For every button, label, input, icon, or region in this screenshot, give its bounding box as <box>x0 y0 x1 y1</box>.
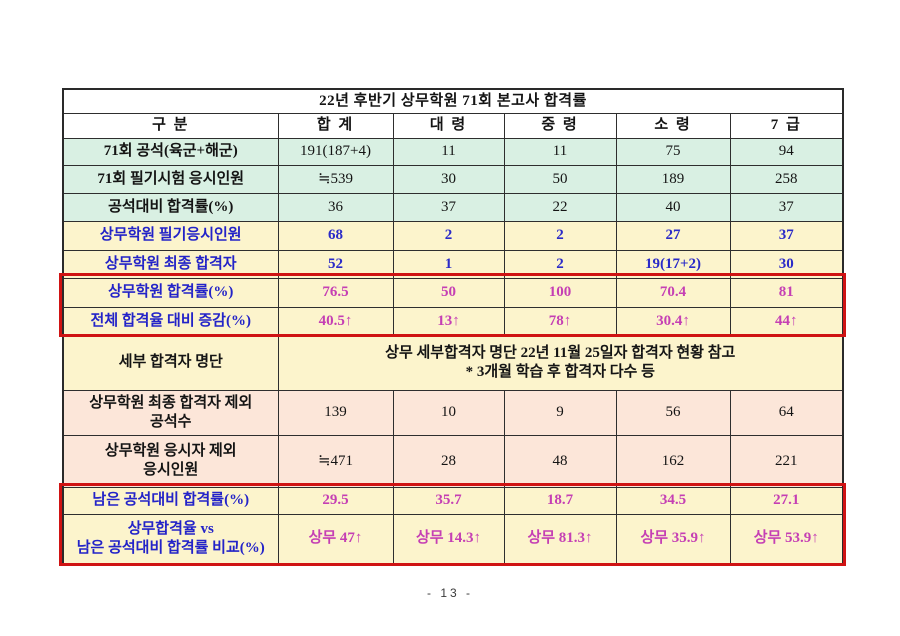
column-header-colonel: 대 령 <box>392 112 505 139</box>
cell-value: 30 <box>729 249 844 279</box>
cell-value: 70.4 <box>615 277 731 308</box>
cell-value: 56 <box>615 389 731 436</box>
cell-value: 191(187+4) <box>277 137 394 166</box>
cell-value: 52 <box>277 249 394 279</box>
row-label: 남은 공석대비 합격률(%) <box>62 486 279 515</box>
row-label: 상무학원 필기응시인원 <box>62 220 279 251</box>
table-title: 22년 후반기 상무학원 71회 본고사 합격률 <box>62 88 844 114</box>
table-row: 상무학원 응시자 제외 응시인원 ≒471 28 48 162 221 <box>62 434 844 488</box>
table-row: 71회 공석(육군+해군) 191(187+4) 11 11 75 94 <box>62 137 844 166</box>
row-label: 상무학원 응시자 제외 응시인원 <box>62 434 279 488</box>
cell-value: 19(17+2) <box>615 249 731 279</box>
header-row: 구 분 합 계 대 령 중 령 소 령 7 급 <box>62 112 844 139</box>
report-table: 22년 후반기 상무학원 71회 본고사 합격률 구 분 합 계 대 령 중 령… <box>62 88 845 565</box>
row-label: 71회 공석(육군+해군) <box>62 137 279 166</box>
table-row: 남은 공석대비 합격률(%) 29.5 35.7 18.7 34.5 27.1 <box>62 486 844 515</box>
cell-value: 상무 47↑ <box>277 513 394 565</box>
cell-value: 30 <box>392 164 505 194</box>
cell-value: 36 <box>277 192 394 222</box>
row-label: 공석대비 합격률(%) <box>62 192 279 222</box>
cell-value: 76.5 <box>277 277 394 308</box>
cell-value: 1 <box>392 249 505 279</box>
cell-value: 162 <box>615 434 731 488</box>
cell-value: 78↑ <box>503 306 617 336</box>
table-row: 공석대비 합격률(%) 36 37 22 40 37 <box>62 192 844 222</box>
cell-value: 37 <box>729 192 844 222</box>
table-row: 상무학원 필기응시인원 68 2 2 27 37 <box>62 220 844 251</box>
column-header-gubun: 구 분 <box>62 112 279 139</box>
cell-value: 258 <box>729 164 844 194</box>
row-label: 상무학원 최종 합격자 <box>62 249 279 279</box>
cell-value: 139 <box>277 389 394 436</box>
cell-value: 50 <box>392 277 505 308</box>
table-row: 전체 합격율 대비 증감(%) 40.5↑ 13↑ 78↑ 30.4↑ 44↑ <box>62 306 844 336</box>
cell-value: 40.5↑ <box>277 306 394 336</box>
cell-value: 22 <box>503 192 617 222</box>
cell-value: 상무 53.9↑ <box>729 513 844 565</box>
row-label: 세부 합격자 명단 <box>62 334 279 391</box>
table-row: 상무학원 최종 합격자 52 1 2 19(17+2) 30 <box>62 249 844 279</box>
cell-value: 27.1 <box>729 486 844 515</box>
table-row: 상무학원 합격률(%) 76.5 50 100 70.4 81 <box>62 277 844 308</box>
cell-value: 75 <box>615 137 731 166</box>
column-header-lt-colonel: 중 령 <box>503 112 617 139</box>
row-label: 71회 필기시험 응시인원 <box>62 164 279 194</box>
cell-value: 35.7 <box>392 486 505 515</box>
table-row: 상무합격율 vs 남은 공석대비 합격률 비교(%) 상무 47↑ 상무 14.… <box>62 513 844 565</box>
row-label: 상무합격율 vs 남은 공석대비 합격률 비교(%) <box>62 513 279 565</box>
cell-value: 68 <box>277 220 394 251</box>
cell-value: 34.5 <box>615 486 731 515</box>
cell-value: 29.5 <box>277 486 394 515</box>
cell-value: 상무 14.3↑ <box>392 513 505 565</box>
cell-value: ≒539 <box>277 164 394 194</box>
cell-value: 81 <box>729 277 844 308</box>
cell-value: 9 <box>503 389 617 436</box>
table-row: 71회 필기시험 응시인원 ≒539 30 50 189 258 <box>62 164 844 194</box>
page-number: - 13 - <box>426 586 473 600</box>
cell-value: 18.7 <box>503 486 617 515</box>
cell-value: 64 <box>729 389 844 436</box>
cell-value: 27 <box>615 220 731 251</box>
cell-value: 48 <box>503 434 617 488</box>
cell-value: 44↑ <box>729 306 844 336</box>
row-label: 전체 합격율 대비 증감(%) <box>62 306 279 336</box>
row-label: 상무학원 최종 합격자 제외 공석수 <box>62 389 279 436</box>
cell-value: 상무 35.9↑ <box>615 513 731 565</box>
column-header-total: 합 계 <box>277 112 394 139</box>
cell-value: 13↑ <box>392 306 505 336</box>
cell-value: 11 <box>503 137 617 166</box>
title-row: 22년 후반기 상무학원 71회 본고사 합격률 <box>62 88 844 114</box>
cell-value: 189 <box>615 164 731 194</box>
table-row: 세부 합격자 명단 상무 세부합격자 명단 22년 11월 25일자 합격자 현… <box>62 334 844 391</box>
cell-value: 28 <box>392 434 505 488</box>
cell-value: 2 <box>503 220 617 251</box>
row-label: 상무학원 합격률(%) <box>62 277 279 308</box>
merged-note: 상무 세부합격자 명단 22년 11월 25일자 합격자 현황 참고 * 3개월… <box>277 334 844 391</box>
cell-value: 30.4↑ <box>615 306 731 336</box>
cell-value: 37 <box>392 192 505 222</box>
cell-value: 상무 81.3↑ <box>503 513 617 565</box>
column-header-major: 소 령 <box>615 112 731 139</box>
cell-value: 100 <box>503 277 617 308</box>
column-header-grade7: 7 급 <box>729 112 844 139</box>
cell-value: 221 <box>729 434 844 488</box>
cell-value: 10 <box>392 389 505 436</box>
cell-value: 50 <box>503 164 617 194</box>
cell-value: 94 <box>729 137 844 166</box>
cell-value: 37 <box>729 220 844 251</box>
cell-value: 2 <box>503 249 617 279</box>
cell-value: ≒471 <box>277 434 394 488</box>
cell-value: 11 <box>392 137 505 166</box>
cell-value: 2 <box>392 220 505 251</box>
cell-value: 40 <box>615 192 731 222</box>
table-row: 상무학원 최종 합격자 제외 공석수 139 10 9 56 64 <box>62 389 844 436</box>
